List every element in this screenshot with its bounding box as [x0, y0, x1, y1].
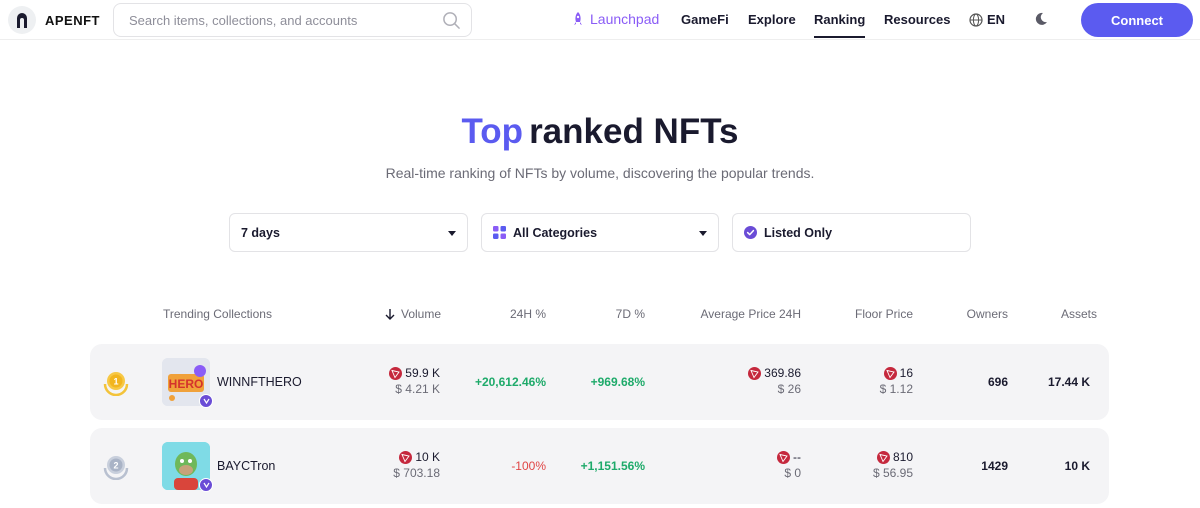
tron-icon — [883, 366, 897, 380]
search-bar[interactable] — [113, 3, 472, 37]
table-row[interactable]: 2 BAYCTron 10 K $ 703.18 -100% +1,151.56… — [90, 428, 1109, 504]
owners-count: 1429 — [981, 459, 1008, 473]
rank-number: 2 — [113, 461, 118, 471]
top-nav-bar: APENFT Launchpad GameFi Explore Ranking … — [0, 0, 1200, 40]
collection-avatar[interactable]: HERO — [162, 358, 210, 406]
floor-price-value: 16 — [883, 366, 913, 380]
header-volume-sort[interactable]: Volume — [385, 307, 441, 321]
change-7d: +969.68% — [590, 375, 645, 389]
language-label: EN — [987, 12, 1006, 27]
svg-text:HERO: HERO — [169, 377, 204, 391]
moon-icon[interactable] — [1034, 12, 1048, 26]
collection-avatar[interactable] — [162, 442, 210, 490]
header-owners[interactable]: Owners — [966, 307, 1008, 321]
volume-value: 10 K — [399, 450, 440, 464]
header-24h[interactable]: 24H % — [509, 307, 546, 321]
change-24h: +20,612.46% — [474, 375, 546, 389]
owners-count: 696 — [987, 375, 1008, 389]
volume-usd: $ 703.18 — [393, 466, 440, 480]
table-row[interactable]: 1 HERO WINNFTHERO 59.9 K $ 4.21 K +20,61… — [90, 344, 1109, 420]
nav-explore[interactable]: Explore — [748, 12, 796, 27]
avg-price-trx: -- — [793, 450, 801, 464]
volume-value: 59.9 K — [389, 366, 440, 380]
floor-price-usd: $ 1.12 — [879, 382, 913, 396]
change-24h: -100% — [511, 459, 546, 473]
arrow-down-icon — [385, 308, 395, 320]
logo[interactable]: APENFT — [8, 6, 100, 34]
tron-icon — [777, 450, 790, 464]
floor-price-trx: 810 — [892, 450, 913, 464]
period-dropdown[interactable]: 7 days — [229, 213, 468, 252]
nav-gamefi[interactable]: GameFi — [681, 12, 729, 27]
floor-price-usd: $ 56.95 — [872, 466, 913, 480]
page-subtitle: Real-time ranking of NFTs by volume, dis… — [385, 165, 815, 181]
listed-only-label: Listed Only — [764, 225, 833, 240]
tron-icon — [399, 450, 413, 464]
header-7d[interactable]: 7D % — [615, 307, 645, 321]
rank-number: 1 — [113, 377, 118, 387]
search-icon[interactable] — [442, 11, 461, 30]
listed-only-toggle[interactable]: Listed Only — [732, 213, 971, 252]
assets-count: 17.44 K — [1047, 375, 1090, 389]
header-volume-label: Volume — [401, 307, 442, 321]
assets-count: 10 K — [1064, 459, 1090, 473]
tron-icon — [389, 366, 403, 380]
caret-down-icon — [699, 231, 707, 236]
verified-badge-icon — [199, 478, 213, 492]
period-dropdown-value: 7 days — [241, 225, 280, 240]
page-title: Top ranked NFTs — [0, 112, 1200, 152]
language-selector[interactable]: EN — [969, 12, 1005, 27]
nav-resources[interactable]: Resources — [884, 12, 951, 27]
header-collections: Trending Collections — [163, 307, 272, 321]
tron-icon — [876, 450, 890, 464]
category-dropdown[interactable]: All Categories — [481, 213, 719, 252]
change-7d: +1,151.56% — [580, 459, 645, 473]
connect-button[interactable]: Connect — [1081, 3, 1193, 37]
floor-price-trx: 16 — [899, 366, 913, 380]
logo-text: APENFT — [45, 12, 100, 28]
volume-trx: 10 K — [415, 450, 440, 464]
rocket-icon — [574, 12, 582, 25]
page-title-accent: Top — [461, 112, 524, 151]
volume-usd: $ 4.21 K — [395, 382, 440, 396]
avg-price-trx: 369.86 — [764, 366, 801, 380]
nav-launchpad[interactable]: Launchpad — [572, 11, 659, 27]
floor-price-value: 810 — [876, 450, 913, 464]
avg-price-usd: $ 0 — [784, 466, 801, 480]
apenft-logo-icon — [8, 6, 36, 34]
caret-down-icon — [448, 231, 456, 236]
gold-medal-icon: 1 — [103, 372, 129, 396]
globe-icon — [969, 12, 983, 27]
silver-medal-icon: 2 — [103, 456, 129, 480]
search-input[interactable] — [129, 12, 429, 28]
grid-icon — [493, 226, 506, 239]
header-floor-price[interactable]: Floor Price — [854, 307, 913, 321]
verified-badge-icon — [199, 394, 213, 408]
nav-launchpad-label: Launchpad — [590, 11, 660, 27]
avg-price-value: 369.86 — [748, 366, 801, 380]
category-dropdown-value: All Categories — [513, 225, 598, 240]
collection-name[interactable]: BAYCTron — [217, 459, 276, 473]
avg-price-usd: $ 26 — [777, 382, 801, 396]
volume-trx: 59.9 K — [405, 366, 440, 380]
avg-price-value: -- — [777, 450, 801, 464]
page-title-rest: ranked NFTs — [529, 112, 739, 151]
collection-name[interactable]: WINNFTHERO — [217, 375, 302, 389]
header-avg-price[interactable]: Average Price 24H — [700, 307, 802, 321]
tron-icon — [748, 366, 762, 380]
nav-ranking[interactable]: Ranking — [814, 12, 866, 38]
header-assets[interactable]: Assets — [1060, 307, 1097, 321]
check-circle-icon — [744, 226, 757, 239]
